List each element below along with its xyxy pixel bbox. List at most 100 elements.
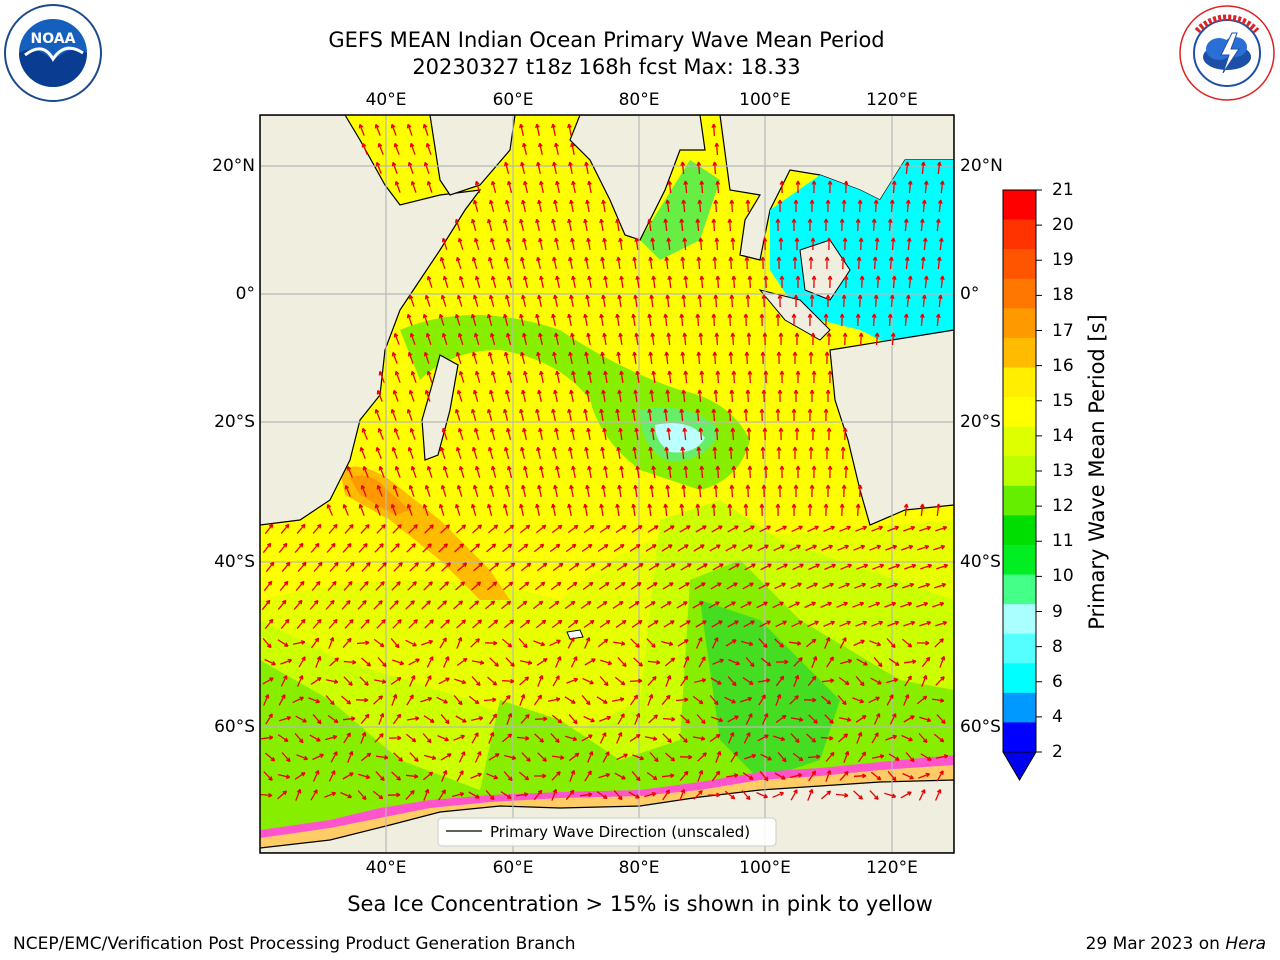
wave-direction-arrow — [309, 734, 321, 742]
wave-direction-arrow — [935, 218, 941, 232]
wave-direction-arrow — [442, 465, 449, 478]
wave-direction-arrow — [825, 484, 831, 498]
wave-direction-arrow — [439, 637, 447, 649]
wave-direction-arrow — [264, 752, 276, 762]
wave-direction-arrow — [889, 713, 897, 725]
wave-direction-arrow — [520, 562, 532, 572]
wave-direction-arrow — [408, 658, 420, 666]
wave-direction-arrow — [903, 503, 909, 517]
wave-direction-arrow — [855, 503, 861, 517]
wave-direction-arrow — [838, 717, 852, 722]
wave-direction-arrow — [651, 370, 657, 384]
wave-direction-arrow — [772, 601, 784, 609]
lon-tick-top: 40°E — [365, 90, 407, 110]
wave-direction-arrow — [474, 465, 481, 478]
wave-direction-arrow — [455, 581, 466, 591]
wave-direction-arrow — [571, 370, 576, 384]
wave-direction-arrow — [891, 180, 897, 194]
wave-direction-arrow — [840, 446, 846, 460]
wave-direction-arrow — [743, 525, 755, 533]
wave-direction-arrow — [458, 370, 465, 383]
wave-direction-arrow — [811, 465, 817, 479]
wave-direction-arrow — [790, 733, 800, 744]
wave-direction-arrow — [554, 332, 559, 346]
wave-direction-arrow — [442, 275, 449, 288]
wave-direction-arrow — [583, 218, 588, 232]
colorbar-swatch — [1003, 190, 1036, 221]
wave-direction-arrow — [292, 696, 304, 704]
wave-direction-arrow — [634, 712, 641, 725]
wave-direction-arrow — [517, 543, 529, 553]
wave-direction-arrow — [406, 408, 413, 421]
madagascar — [421, 354, 459, 461]
wave-direction-arrow — [839, 770, 849, 781]
wave-direction-arrow — [488, 731, 495, 744]
wave-direction-arrow — [711, 525, 723, 533]
wave-direction-arrow — [905, 294, 911, 308]
wave-direction-arrow — [374, 733, 384, 743]
wave-direction-arrow — [903, 525, 916, 532]
lon-tick-top: 60°E — [492, 90, 534, 110]
wave-direction-arrow — [759, 525, 771, 533]
wave-direction-arrow — [345, 561, 355, 572]
wave-direction-arrow — [504, 754, 517, 761]
wave-direction-arrow — [618, 237, 623, 250]
wave-direction-arrow — [326, 503, 333, 516]
wave-direction-arrow — [711, 620, 723, 628]
wave-direction-arrow — [490, 180, 497, 193]
wave-direction-arrow — [773, 735, 786, 742]
wave-direction-arrow — [533, 789, 543, 801]
wave-direction-arrow — [280, 618, 290, 630]
wave-direction-arrow — [473, 332, 480, 345]
wave-direction-arrow — [777, 484, 783, 498]
wave-direction-arrow — [792, 351, 798, 364]
wave-direction-arrow — [570, 427, 575, 441]
wave-direction-arrow — [309, 599, 319, 610]
wave-direction-arrow — [903, 313, 909, 327]
colorbar-swatch — [1003, 426, 1036, 457]
wave-direction-arrow — [839, 218, 845, 232]
wave-direction-arrow — [569, 199, 574, 213]
wave-direction-arrow — [884, 601, 897, 608]
wave-direction-arrow — [538, 332, 543, 345]
wave-direction-arrow — [279, 715, 292, 722]
wave-direction-arrow — [454, 218, 461, 231]
wave-direction-arrow — [458, 751, 466, 763]
wave-direction-arrow — [600, 659, 613, 666]
wave-direction-arrow — [697, 199, 703, 213]
wave-direction-arrow — [616, 446, 621, 459]
wave-direction-arrow — [777, 294, 783, 308]
wave-direction-arrow — [539, 275, 544, 288]
wave-direction-arrow — [805, 544, 818, 552]
wave-direction-arrow — [500, 600, 512, 610]
wave-direction-arrow — [712, 161, 718, 175]
wave-direction-arrow — [760, 657, 772, 667]
wave-direction-arrow — [551, 313, 556, 327]
wave-direction-arrow — [372, 790, 384, 800]
wave-direction-arrow — [760, 563, 772, 571]
wave-direction-arrow — [554, 237, 559, 251]
wave-direction-arrow — [728, 446, 734, 460]
map-frame — [259, 114, 955, 854]
wave-direction-arrow — [824, 563, 837, 570]
wave-direction-arrow — [644, 736, 658, 741]
wave-direction-arrow — [663, 503, 669, 517]
wave-direction-arrow — [456, 389, 463, 402]
lat-tick-left: 20°N — [212, 156, 255, 176]
wave-direction-arrow — [727, 675, 737, 687]
wave-direction-arrow — [791, 218, 797, 231]
wave-direction-arrow — [693, 790, 703, 800]
chart-subtitle: 20230327 t18z 168h fcst Max: 18.33 — [412, 55, 801, 79]
wave-direction-arrow — [795, 275, 801, 288]
wave-direction-arrow — [663, 313, 669, 327]
wave-direction-arrow — [474, 180, 481, 193]
wave-direction-arrow — [567, 313, 572, 327]
wave-direction-arrow — [566, 677, 579, 684]
wave-direction-arrow — [391, 581, 401, 591]
wave-direction-arrow — [824, 256, 830, 270]
wave-direction-arrow — [697, 769, 704, 782]
wave-direction-arrow — [358, 773, 371, 780]
wave-direction-arrow — [312, 523, 322, 534]
wave-direction-arrow — [714, 237, 720, 251]
wave-direction-arrow — [441, 769, 448, 782]
